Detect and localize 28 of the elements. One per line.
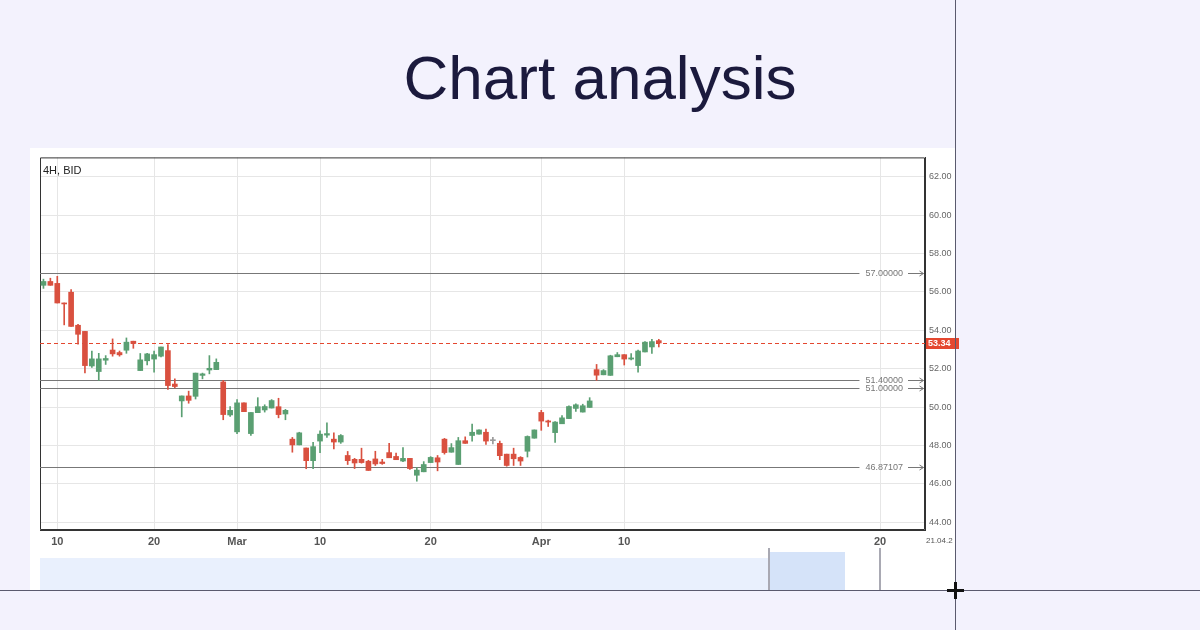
text: 4H, BID [43, 164, 82, 177]
x-tick-label: 20 [147, 534, 161, 547]
x-tick-label: 10 [51, 534, 64, 547]
y-tick-label: 62.00 [929, 171, 952, 182]
y-tick-label: 44.00 [929, 516, 952, 527]
y-tick-label: 50.00 [929, 401, 952, 412]
text: 21.04.2 [926, 536, 954, 546]
x-tick-label: Mar [227, 534, 248, 547]
y-tick-label: 60.00 [929, 209, 952, 220]
ref-line-label: 51.00000 [865, 383, 904, 394]
ref-line-label: 46.87107 [865, 462, 904, 473]
y-tick-label: 46.00 [929, 478, 952, 489]
ref-line-label: 53.34 [928, 338, 951, 349]
x-tick-label: 20 [424, 534, 437, 547]
candlestick [400, 447, 406, 462]
x-tick-label: Apr [531, 534, 552, 547]
y-tick-label: 54.00 [929, 324, 952, 335]
candlestick [331, 432, 337, 450]
ref-line-label: 57.00000 [865, 268, 904, 279]
x-tick-label: 20 [873, 534, 887, 547]
ref-line-label: 51.40000 [865, 375, 904, 386]
y-tick-label: 58.00 [929, 247, 952, 258]
y-tick-label: 48.00 [929, 439, 952, 450]
y-tick-label: 56.00 [929, 286, 952, 297]
x-tick-label: 10 [313, 534, 327, 547]
chart-title: Chart analysis [402, 42, 798, 114]
y-tick-label: 52.00 [929, 363, 952, 374]
x-tick-label: 10 [618, 534, 631, 547]
